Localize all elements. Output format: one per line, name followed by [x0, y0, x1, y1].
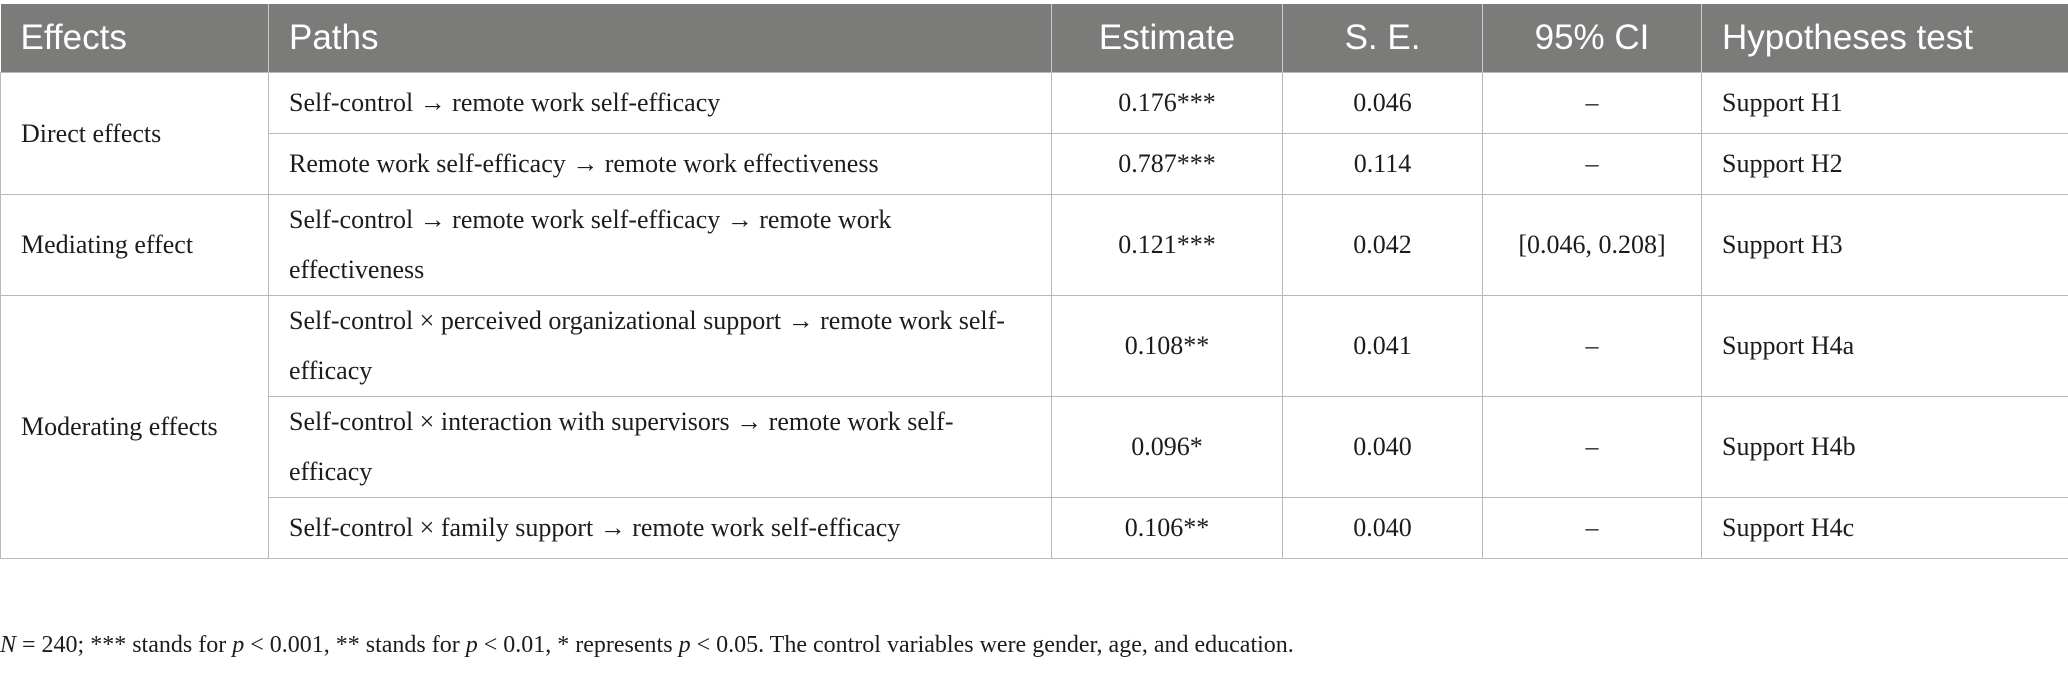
header-se: S. E.	[1282, 4, 1483, 73]
group-mediating-effect: Mediating effect	[0, 194, 269, 296]
table-row: Moderating effects Self-control × percei…	[0, 295, 2068, 559]
header-hypotheses-test: Hypotheses test	[1701, 4, 2068, 73]
table-row: Self-control × family support → remote w…	[1, 497, 2068, 559]
estimate-cell: 0.106**	[1051, 497, 1283, 559]
header-estimate: Estimate	[1051, 4, 1283, 73]
table-row: Direct effects Self-control → remote wor…	[0, 72, 2068, 195]
path-cell: Remote work self-efficacy → remote work …	[268, 133, 1052, 195]
path-cell: Self-control × perceived organizational …	[268, 295, 1052, 397]
estimate-cell: 0.176***	[1051, 72, 1283, 134]
table-row: Remote work self-efficacy → remote work …	[1, 133, 2068, 195]
footnote-n-symbol: N	[0, 632, 17, 658]
se-cell: 0.114	[1282, 133, 1483, 195]
header-effects: Effects	[0, 4, 269, 73]
path-cell: Self-control × family support → remote w…	[268, 497, 1052, 559]
path-cell: Self-control × interaction with supervis…	[268, 396, 1052, 498]
footnote-text: < 0.01, * represents	[477, 632, 679, 658]
table-row: Self-control × interaction with supervis…	[1, 396, 2068, 498]
hypothesis-cell: Support H1	[1701, 72, 2068, 134]
hypothesis-cell: Support H4a	[1701, 295, 2068, 397]
ci-cell: –	[1482, 497, 1702, 559]
table-row: Mediating effect Self-control → remote w…	[0, 194, 2068, 296]
footnote-text: < 0.05. The control variables were gende…	[690, 632, 1294, 658]
estimate-cell: 0.096*	[1051, 396, 1283, 498]
hypothesis-cell: Support H4c	[1701, 497, 2068, 559]
se-cell: 0.042	[1282, 194, 1483, 296]
footnote-p-symbol: p	[465, 632, 478, 658]
header-ci: 95% CI	[1482, 4, 1702, 73]
table-header-row: Effects Paths Estimate S. E. 95% CI Hypo…	[0, 4, 2068, 73]
estimate-cell: 0.787***	[1051, 133, 1283, 195]
se-cell: 0.040	[1282, 396, 1483, 498]
estimate-cell: 0.121***	[1051, 194, 1283, 296]
se-cell: 0.046	[1282, 72, 1483, 134]
ci-cell: –	[1482, 295, 1702, 397]
hypothesis-cell: Support H3	[1701, 194, 2068, 296]
ci-cell: [0.046, 0.208]	[1482, 194, 1702, 296]
se-cell: 0.041	[1282, 295, 1483, 397]
footnote-p-symbol: p	[678, 632, 691, 658]
ci-cell: –	[1482, 396, 1702, 498]
hypothesis-cell: Support H4b	[1701, 396, 2068, 498]
results-table-container: Effects Paths Estimate S. E. 95% CI Hypo…	[0, 4, 2068, 559]
group-direct-effects: Direct effects	[0, 72, 269, 195]
footnote-p-symbol: p	[232, 632, 245, 658]
path-cell: Self-control → remote work self-efficacy	[268, 72, 1052, 134]
group-moderating-effects: Moderating effects	[0, 295, 269, 559]
ci-cell: –	[1482, 133, 1702, 195]
table-footnote: N = 240; *** stands for p < 0.001, ** st…	[0, 632, 1294, 659]
header-paths: Paths	[268, 4, 1052, 73]
estimate-cell: 0.108**	[1051, 295, 1283, 397]
footnote-text: < 0.001, ** stands for	[244, 632, 466, 658]
se-cell: 0.040	[1282, 497, 1483, 559]
ci-cell: –	[1482, 72, 1702, 134]
footnote-text: = 240; *** stands for	[16, 632, 233, 658]
results-table: Effects Paths Estimate S. E. 95% CI Hypo…	[0, 4, 2068, 559]
path-cell: Self-control → remote work self-efficacy…	[268, 194, 1052, 296]
hypothesis-cell: Support H2	[1701, 133, 2068, 195]
